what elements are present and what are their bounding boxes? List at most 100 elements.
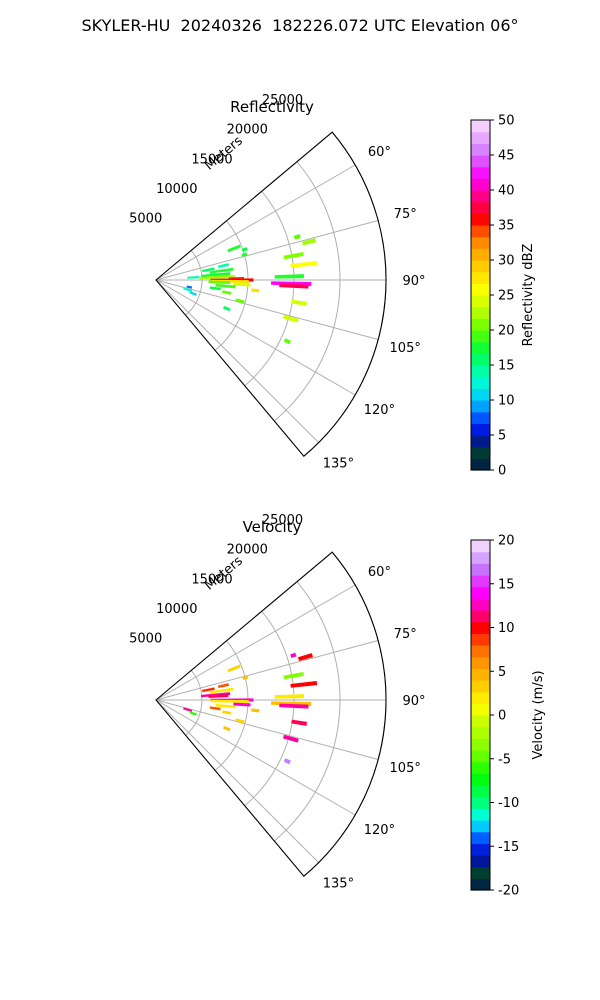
azimuth-gridline [155, 639, 379, 701]
data-gate [199, 275, 235, 280]
colorbar-tick-label: 40 [498, 184, 515, 199]
range-tick-label: 10000 [156, 602, 197, 617]
data-gate [183, 707, 193, 713]
azimuth-gridline [155, 279, 319, 443]
colorbar-segment [471, 796, 490, 809]
colorbar-tick-label: 15 [498, 577, 515, 592]
colorbar-segment [471, 190, 490, 203]
colorbar-segment [471, 551, 490, 564]
azimuth-tick-label: 120° [364, 823, 395, 838]
azimuth-tick-label: 105° [390, 341, 421, 356]
colorbar-segment [471, 750, 490, 763]
azimuth-tick-label: 75° [394, 627, 417, 642]
colorbar-label: Velocity (m/s) [531, 670, 546, 759]
azimuth-gridline [155, 279, 379, 341]
data-gate [189, 711, 197, 716]
range-tick-label: 15000 [191, 152, 232, 167]
azimuth-tick-label: 90° [402, 274, 425, 289]
colorbar-tick-label: -5 [498, 752, 511, 767]
colorbar-segment [471, 773, 490, 786]
colorbar-tick-label: 25 [498, 289, 515, 304]
data-gate [251, 288, 260, 293]
colorbar-segment [471, 295, 490, 308]
data-gate [283, 338, 291, 345]
data-gate [209, 706, 221, 711]
colorbar-tick-label: 30 [498, 254, 515, 269]
data-gate [241, 247, 248, 252]
colorbar-segment [471, 761, 490, 774]
colorbar-tick-label: 5 [498, 665, 506, 680]
colorbar-tick-label: 20 [498, 324, 515, 339]
colorbar-segment [471, 610, 490, 623]
data-gate [251, 708, 260, 713]
colorbar-segment [471, 143, 490, 156]
colorbar-segment [471, 341, 490, 354]
colorbar-segment [471, 808, 490, 821]
range-ring [244, 190, 295, 387]
colorbar-segment [471, 831, 490, 844]
data-gate [290, 681, 318, 688]
data-gate [208, 694, 229, 699]
colorbar-segment [471, 656, 490, 669]
colorbar-segment [471, 435, 490, 448]
colorbar-segment [471, 866, 490, 879]
colorbar-segment [471, 178, 490, 191]
data-gate [222, 290, 232, 295]
range-tick-label: 5000 [129, 631, 162, 646]
azimuth-tick-label: 75° [394, 207, 417, 222]
data-gate [283, 672, 304, 680]
range-tick-label: 15000 [191, 572, 232, 587]
data-gate [302, 238, 317, 246]
colorbar-segment [471, 878, 490, 891]
colorbar-tick-label: 50 [498, 114, 515, 129]
colorbar-tick-label: 0 [498, 464, 506, 479]
azimuth-gridline [155, 699, 379, 761]
data-gate [227, 664, 241, 673]
azimuth-tick-label: 105° [390, 761, 421, 776]
colorbar-segment [471, 820, 490, 833]
colorbar-segment [471, 446, 490, 459]
data-gate [189, 291, 197, 296]
data-gate [282, 734, 299, 743]
data-gate [209, 286, 221, 291]
colorbar-segment [471, 738, 490, 751]
colorbar-segment [471, 318, 490, 331]
colorbar-segment [471, 645, 490, 658]
colorbar-segment [471, 236, 490, 249]
colorbar-segment [471, 120, 490, 133]
range-tick-label: 25000 [262, 513, 303, 528]
range-ring [273, 161, 341, 422]
colorbar-segment [471, 400, 490, 413]
colorbar-tick-label: 5 [498, 429, 506, 444]
data-gate [241, 252, 248, 257]
sector-outline [155, 551, 387, 877]
data-gate [233, 702, 251, 707]
colorbar-label: Reflectivity dBZ [521, 244, 536, 347]
colorbar-segment [471, 166, 490, 179]
colorbar-segment [471, 201, 490, 214]
colorbar-segment [471, 785, 490, 798]
colorbar-segment [471, 691, 490, 704]
range-ring [214, 220, 249, 351]
colorbar-segment [471, 353, 490, 366]
data-gate [215, 283, 236, 289]
panel-title: Velocity [243, 518, 302, 536]
range-ring [273, 581, 341, 842]
colorbar-segment [471, 155, 490, 168]
data-gate [201, 267, 215, 273]
colorbar-segment [471, 388, 490, 401]
data-gate [217, 683, 230, 689]
data-gate [183, 287, 193, 293]
data-gate [187, 275, 200, 279]
colorbar-segment [471, 843, 490, 856]
azimuth-gridline [155, 164, 356, 281]
range-tick-label: 25000 [262, 93, 303, 108]
panel-title: Reflectivity [230, 98, 314, 116]
colorbar-segment [471, 283, 490, 296]
colorbar-segment [471, 726, 490, 739]
colorbar-segment [471, 586, 490, 599]
data-gate [186, 285, 193, 289]
colorbar-segment [471, 411, 490, 424]
colorbar-segment [471, 563, 490, 576]
data-gate [227, 244, 241, 253]
